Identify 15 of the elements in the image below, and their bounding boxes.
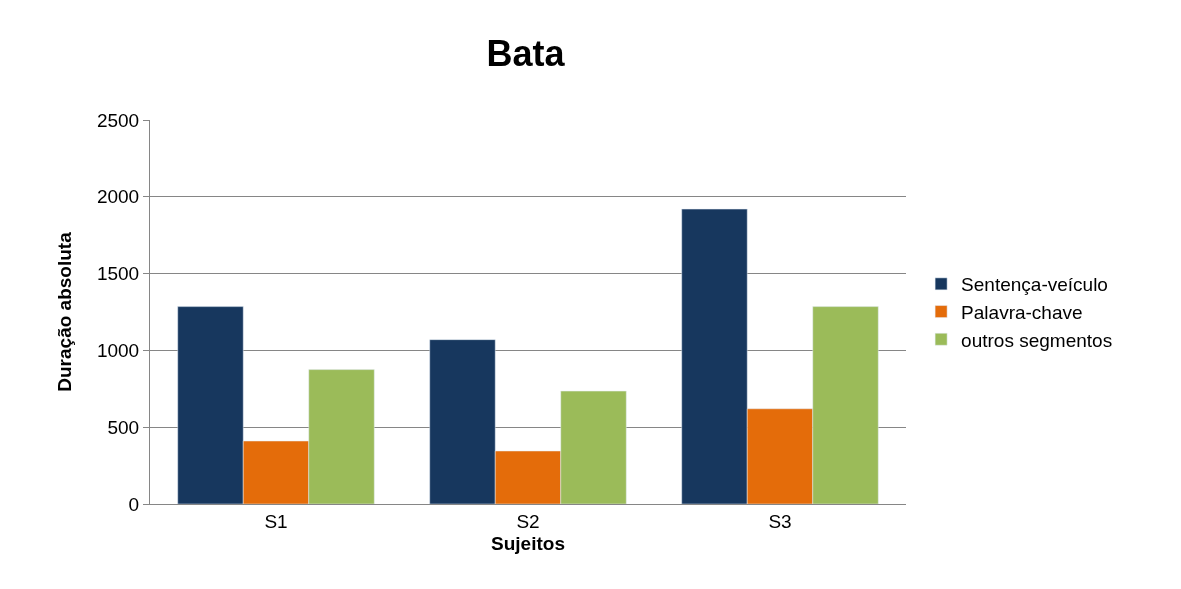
legend-label: Sentença-veículo xyxy=(961,274,1108,296)
y-tick-label: 1000 xyxy=(96,340,140,362)
y-tick-label: 0 xyxy=(128,493,140,515)
x-axis-title: Sujeitos xyxy=(491,532,565,554)
legend-label: outros segmentos xyxy=(961,329,1113,351)
legend-label: Palavra-chave xyxy=(961,301,1083,323)
y-tick-label: 2000 xyxy=(96,186,140,208)
chart-title: Bata xyxy=(486,33,566,75)
y-tick-label: 500 xyxy=(107,416,140,438)
y-tick-label: 2500 xyxy=(96,109,140,131)
x-tick-label: S2 xyxy=(516,510,540,532)
y-axis-title: Duração absoluta xyxy=(53,231,75,392)
y-tick-label: 1500 xyxy=(96,263,140,285)
x-tick-label: S3 xyxy=(768,510,792,532)
x-tick-label: S1 xyxy=(264,510,288,532)
